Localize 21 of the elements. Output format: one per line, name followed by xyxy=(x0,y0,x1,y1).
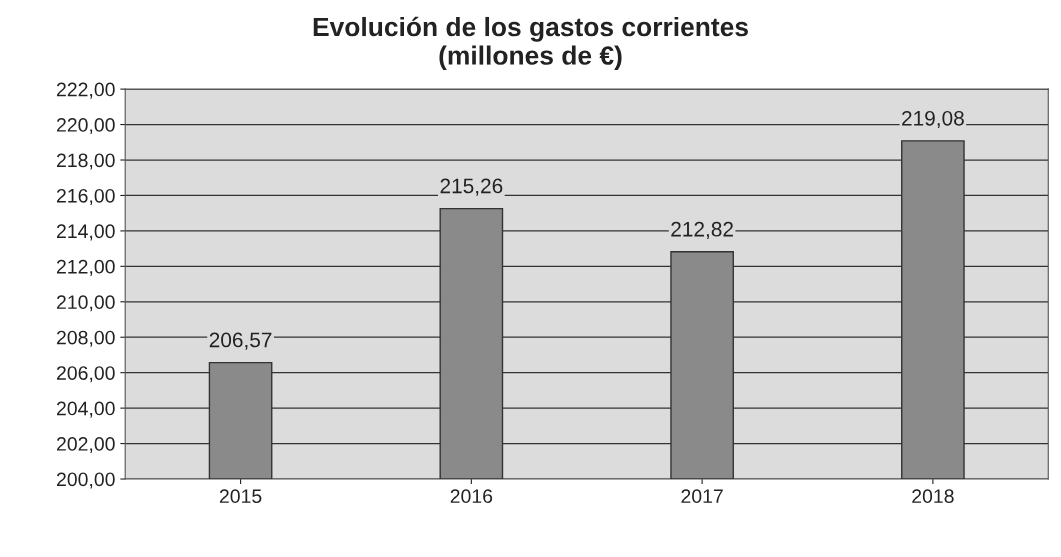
x-tick-label: 2015 xyxy=(219,489,262,504)
data-label: 219,08 xyxy=(902,110,964,129)
y-tick-label: 212,00 xyxy=(56,259,115,276)
data-label: 212,82 xyxy=(671,221,733,240)
y-tick-label: 216,00 xyxy=(56,188,115,205)
y-tick-label: 208,00 xyxy=(56,330,115,347)
chart-title: Evolución de los gastos corrientes (millones de €) xyxy=(313,16,748,71)
x-tick-label: 2016 xyxy=(450,489,493,504)
y-tick-label: 204,00 xyxy=(56,401,115,418)
y-tick-label: 218,00 xyxy=(56,153,115,170)
y-tick-label: 220,00 xyxy=(56,118,115,135)
y-tick-label: 210,00 xyxy=(56,295,115,312)
data-label: 206,57 xyxy=(209,332,272,350)
x-tick-label: 2018 xyxy=(912,489,954,504)
data-label: 215,26 xyxy=(440,178,503,196)
y-tick-label: 206,00 xyxy=(56,366,115,383)
y-tick-label: 202,00 xyxy=(56,437,115,454)
y-tick-label: 214,00 xyxy=(56,224,115,241)
x-tick-label: 2017 xyxy=(681,489,723,504)
y-tick-label: 222,00 xyxy=(56,82,115,99)
y-tick-label: 200,00 xyxy=(56,472,115,489)
